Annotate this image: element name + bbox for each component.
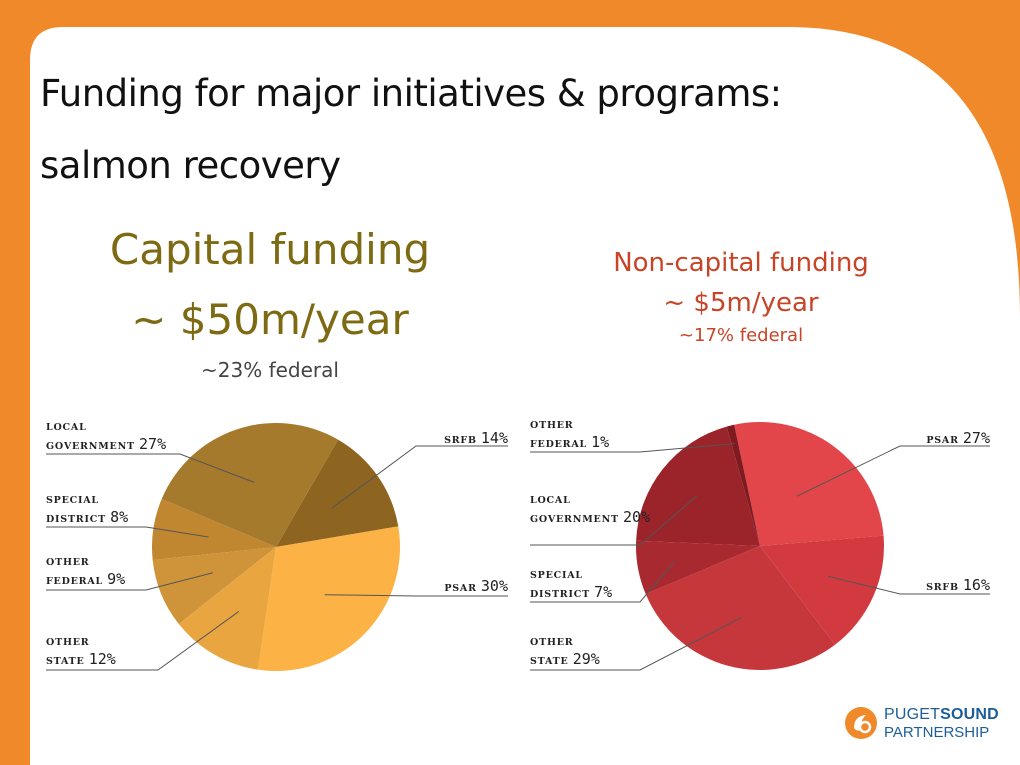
noncapital-leader-local-government [530,495,698,546]
capital-label-srfb: SRFB 14% [444,429,508,447]
noncapital-leader-srfb [827,575,990,595]
title-line-2: salmon recovery [40,144,341,187]
noncapital-slice-other-federal [726,424,760,546]
capital-label-local-government-line-1: LOCAL [46,422,87,433]
slide-title: Funding for major initiatives & programs… [40,58,782,202]
capital-leader-other-state [46,611,240,671]
capital-label-special-district: DISTRICT 8% [46,508,128,526]
noncapital-label-psar: PSAR 27% [926,429,990,447]
noncapital-federal-note: ~17% federal [678,325,804,346]
capital-pie-chart: SRFB 14% PSAR 30% OTHER STATE 12% OTHER FEDER… [46,422,508,672]
capital-leader-other-federal [46,572,213,591]
noncapital-label-srfb: SRFB 16% [926,576,990,594]
logo-word-puget: PUGET [884,706,941,723]
capital-leader-srfb [331,445,508,509]
noncapital-label-special-district-line-1: SPECIAL [530,570,583,581]
capital-funding-heading: Capital funding ~ $50m/year ~23% federal [40,215,500,383]
capital-slice-srfb [276,439,399,547]
capital-label-other-state: STATE 12% [46,650,116,668]
noncapital-slice-local-government [636,426,760,546]
noncapital-leader-other-state [530,617,741,671]
noncapital-leader-psar [796,445,990,497]
noncapital-slice-psar [734,421,884,546]
noncapital-label-other-federal-line-1: OTHER [530,420,573,431]
logo-word-sound: SOUND [940,706,999,723]
capital-heading-title: Capital funding [109,225,431,274]
capital-slice-local-government [161,422,338,547]
capital-label-psar: PSAR 30% [444,577,508,595]
noncapital-label-local-government-line-1: LOCAL [530,495,571,506]
capital-leader-local-government [46,453,255,483]
capital-label-other-state-line-1: OTHER [46,637,89,648]
capital-slice-other-federal [152,547,276,625]
noncapital-label-other-state-line-1: OTHER [530,637,573,648]
logo-wordmark-line-2: PARTNERSHIP [884,724,990,741]
capital-label-special-district-line-1: SPECIAL [46,495,99,506]
capital-label-other-federal-line-1: OTHER [46,557,89,568]
capital-label-other-federal: FEDERAL 9% [46,570,125,588]
capital-slice-special-district [152,498,276,560]
noncapital-heading-title: Non-capital funding [613,248,869,278]
capital-federal-note: ~23% federal [201,358,339,382]
noncapital-leader-special-district [530,561,675,603]
noncapital-label-local-government: GOVERNMENT 20% [530,508,650,526]
capital-leader-psar [324,594,508,597]
capital-heading-amount: ~ $50m/year [131,295,409,344]
noncapital-pie-chart: PSAR 27% SRFB 16% OTHER STATE 29% SPECIAL DIS… [530,420,990,671]
noncapital-slice-special-district [636,540,760,595]
noncapital-label-other-federal: FEDERAL 1% [530,433,609,451]
capital-leader-special-district [46,526,209,538]
noncapital-heading-amount: ~ $5m/year [663,288,819,318]
capital-slice-other-state [178,547,276,670]
puget-sound-partnership-logo: PUGETSOUND PARTNERSHIP [844,702,1004,746]
noncapital-slice-srfb [760,535,884,645]
logo-wordmark-line-1: PUGETSOUND [884,706,999,724]
title-line-1: Funding for major initiatives & programs… [40,72,782,115]
noncapital-label-special-district: DISTRICT 7% [530,583,612,601]
noncapital-label-other-state: STATE 29% [530,650,600,668]
capital-label-local-government: GOVERNMENT 27% [46,435,166,453]
partnership-logo-icon [845,707,877,739]
noncapital-leader-other-federal [530,443,735,453]
capital-slice-psar [257,526,400,672]
noncapital-slice-other-state [645,546,835,670]
noncapital-funding-heading: Non-capital funding ~ $5m/year ~17% fede… [560,243,922,348]
